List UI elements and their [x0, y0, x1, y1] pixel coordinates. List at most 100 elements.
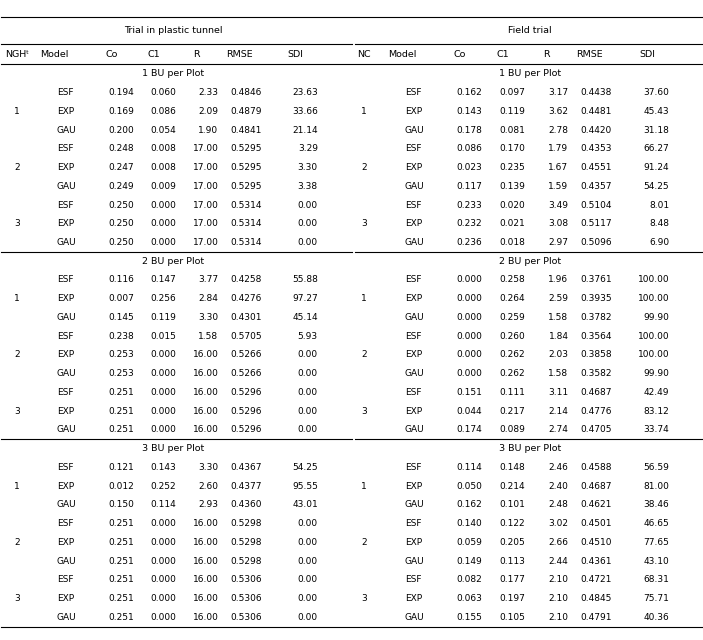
Text: 0.5298: 0.5298	[231, 519, 262, 528]
Text: 0.4879: 0.4879	[231, 107, 262, 116]
Text: Model: Model	[388, 50, 416, 59]
Text: 0.082: 0.082	[457, 575, 482, 584]
Text: 17.00: 17.00	[193, 200, 219, 209]
Text: 66.27: 66.27	[644, 144, 669, 154]
Text: 0.086: 0.086	[456, 144, 482, 154]
Text: 0.119: 0.119	[499, 107, 525, 116]
Text: 45.43: 45.43	[644, 107, 669, 116]
Text: 0.248: 0.248	[109, 144, 134, 154]
Text: 3 BU per Plot: 3 BU per Plot	[499, 444, 561, 453]
Text: 0.00: 0.00	[298, 575, 318, 584]
Text: ESF: ESF	[57, 388, 73, 397]
Text: 0.4621: 0.4621	[581, 500, 612, 509]
Text: 0.020: 0.020	[499, 200, 525, 209]
Text: 0.5314: 0.5314	[231, 238, 262, 247]
Text: 3.11: 3.11	[548, 388, 569, 397]
Text: 2.46: 2.46	[549, 463, 569, 472]
Text: 0.000: 0.000	[456, 351, 482, 360]
Text: 3.02: 3.02	[548, 519, 569, 528]
Text: 6.90: 6.90	[650, 238, 669, 247]
Text: 0.097: 0.097	[499, 88, 525, 97]
Text: GAU: GAU	[405, 426, 425, 435]
Text: SDI: SDI	[288, 50, 304, 59]
Text: 77.65: 77.65	[643, 538, 669, 547]
Text: 0.00: 0.00	[298, 369, 318, 378]
Text: 1.79: 1.79	[548, 144, 569, 154]
Text: 0.145: 0.145	[109, 313, 134, 322]
Text: 81.00: 81.00	[643, 481, 669, 491]
Text: RMSE: RMSE	[226, 50, 253, 59]
Text: 0.251: 0.251	[109, 575, 134, 584]
Text: 0.122: 0.122	[500, 519, 525, 528]
Text: 3: 3	[14, 594, 20, 603]
Text: 0.00: 0.00	[298, 426, 318, 435]
Text: 3.30: 3.30	[198, 463, 219, 472]
Text: EXP: EXP	[57, 406, 74, 415]
Text: 0.000: 0.000	[456, 313, 482, 322]
Text: 1: 1	[361, 481, 367, 491]
Text: 1.96: 1.96	[548, 275, 569, 284]
Text: 0.174: 0.174	[457, 426, 482, 435]
Text: 0.00: 0.00	[298, 406, 318, 415]
Text: 0.3935: 0.3935	[581, 294, 612, 303]
Text: R: R	[543, 50, 550, 59]
Text: 0.000: 0.000	[150, 575, 176, 584]
Text: Field trial: Field trial	[508, 26, 552, 35]
Text: 0.105: 0.105	[499, 612, 525, 621]
Text: 16.00: 16.00	[193, 351, 219, 360]
Text: 0.4420: 0.4420	[581, 125, 612, 134]
Text: ESF: ESF	[57, 275, 73, 284]
Text: 1: 1	[14, 107, 20, 116]
Text: 1.84: 1.84	[548, 332, 569, 340]
Text: GAU: GAU	[405, 369, 425, 378]
Text: 95.55: 95.55	[292, 481, 318, 491]
Text: 21.14: 21.14	[292, 125, 318, 134]
Text: 16.00: 16.00	[193, 519, 219, 528]
Text: EXP: EXP	[405, 107, 422, 116]
Text: 0.148: 0.148	[499, 463, 525, 472]
Text: 2.59: 2.59	[548, 294, 569, 303]
Text: 0.000: 0.000	[150, 594, 176, 603]
Text: 0.119: 0.119	[150, 313, 176, 322]
Text: 0.4776: 0.4776	[581, 406, 612, 415]
Text: 0.260: 0.260	[499, 332, 525, 340]
Text: GAU: GAU	[405, 238, 425, 247]
Text: 55.88: 55.88	[292, 275, 318, 284]
Text: 0.5314: 0.5314	[231, 220, 262, 228]
Text: 3.62: 3.62	[548, 107, 569, 116]
Text: 0.4360: 0.4360	[231, 500, 262, 509]
Text: 1: 1	[361, 107, 367, 116]
Text: 0.044: 0.044	[457, 406, 482, 415]
Text: 0.4791: 0.4791	[581, 612, 612, 621]
Text: 0.4721: 0.4721	[581, 575, 612, 584]
Text: 0.235: 0.235	[499, 163, 525, 172]
Text: 1 BU per Plot: 1 BU per Plot	[499, 69, 561, 78]
Text: 0.00: 0.00	[298, 238, 318, 247]
Text: GAU: GAU	[405, 500, 425, 509]
Text: EXP: EXP	[405, 406, 422, 415]
Text: 0.5096: 0.5096	[581, 238, 612, 247]
Text: 0.150: 0.150	[108, 500, 134, 509]
Text: 0.236: 0.236	[457, 238, 482, 247]
Text: 0.121: 0.121	[109, 463, 134, 472]
Text: 0.5298: 0.5298	[231, 557, 262, 566]
Text: 0.5117: 0.5117	[581, 220, 612, 228]
Text: 0.000: 0.000	[150, 519, 176, 528]
Text: 16.00: 16.00	[193, 575, 219, 584]
Text: 8.48: 8.48	[650, 220, 669, 228]
Text: 0.249: 0.249	[109, 182, 134, 191]
Text: 0.000: 0.000	[456, 275, 482, 284]
Text: ESF: ESF	[57, 463, 73, 472]
Text: ESF: ESF	[405, 463, 421, 472]
Text: 1.59: 1.59	[548, 182, 569, 191]
Text: 0.5296: 0.5296	[231, 426, 262, 435]
Text: 0.117: 0.117	[456, 182, 482, 191]
Text: 0.194: 0.194	[109, 88, 134, 97]
Text: C1: C1	[496, 50, 509, 59]
Text: 0.101: 0.101	[499, 500, 525, 509]
Text: 0.214: 0.214	[500, 481, 525, 491]
Text: GAU: GAU	[405, 125, 425, 134]
Text: 0.000: 0.000	[150, 406, 176, 415]
Text: 3.38: 3.38	[298, 182, 318, 191]
Text: 0.089: 0.089	[499, 426, 525, 435]
